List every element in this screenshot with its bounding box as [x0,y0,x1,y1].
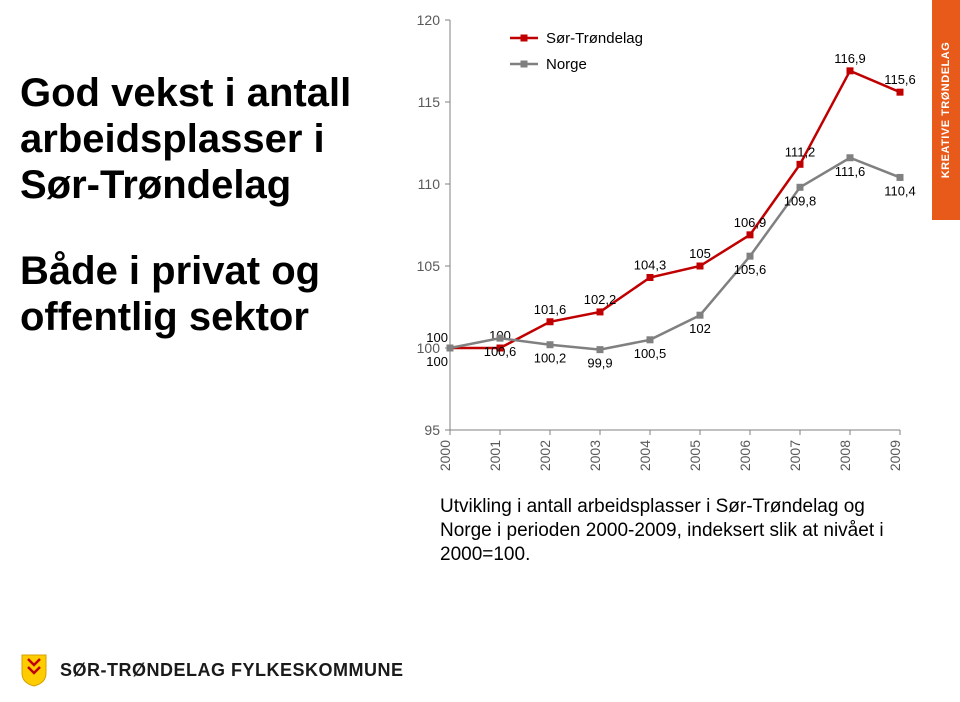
svg-text:111,2: 111,2 [785,144,816,159]
svg-text:2003: 2003 [587,440,603,471]
svg-text:105,6: 105,6 [734,262,767,277]
svg-text:95: 95 [424,422,440,438]
footer: SØR-TRØNDELAG FYLKESKOMMUNE [20,653,404,687]
sidebar-label: KREATIVE TRØNDELAG [940,42,952,179]
svg-text:104,3: 104,3 [634,257,667,272]
svg-text:100: 100 [426,354,448,369]
svg-text:105: 105 [417,258,441,274]
svg-text:2007: 2007 [787,440,803,471]
svg-text:115: 115 [418,94,441,110]
svg-text:2006: 2006 [737,440,753,471]
svg-text:100,5: 100,5 [634,346,667,361]
sidebar-stripe: KREATIVE TRØNDELAG [932,0,960,220]
line-chart: 95 100 105 110 115 120 2000 2001 2002 2003 2004 200… [400,10,920,480]
svg-text:110,4: 110,4 [884,183,916,198]
svg-text:101,6: 101,6 [534,302,567,317]
svg-text:102: 102 [689,321,711,336]
svg-text:2005: 2005 [687,440,703,471]
svg-text:102,2: 102,2 [584,292,617,307]
svg-text:99,9: 99,9 [587,356,612,371]
svg-text:2001: 2001 [487,440,503,471]
svg-text:2000: 2000 [437,440,453,471]
svg-text:115,6: 115,6 [884,72,916,87]
shield-icon [20,653,48,687]
svg-text:111,6: 111,6 [835,164,866,179]
svg-text:100: 100 [426,330,448,345]
svg-text:100,2: 100,2 [534,351,567,366]
svg-text:110: 110 [418,176,441,192]
svg-text:116,9: 116,9 [834,51,866,66]
footer-name: SØR-TRØNDELAG FYLKESKOMMUNE [60,660,404,681]
svg-text:2008: 2008 [837,440,853,471]
svg-text:120: 120 [417,12,441,28]
svg-text:106,9: 106,9 [734,215,767,230]
heading-1: God vekst i antall arbeidsplasser i Sør-… [20,70,380,208]
svg-text:2002: 2002 [537,440,553,471]
svg-text:Sør-Trøndelag: Sør-Trøndelag [546,30,643,47]
svg-text:2004: 2004 [637,440,653,471]
svg-text:2009: 2009 [887,440,903,471]
svg-text:Norge: Norge [546,56,587,73]
heading-2: Både i privat og offentlig sektor [20,248,380,340]
chart-caption: Utvikling i antall arbeidsplasser i Sør-… [440,495,920,566]
svg-text:109,8: 109,8 [784,193,817,208]
svg-text:100,6: 100,6 [484,344,517,359]
svg-text:105: 105 [689,246,711,261]
